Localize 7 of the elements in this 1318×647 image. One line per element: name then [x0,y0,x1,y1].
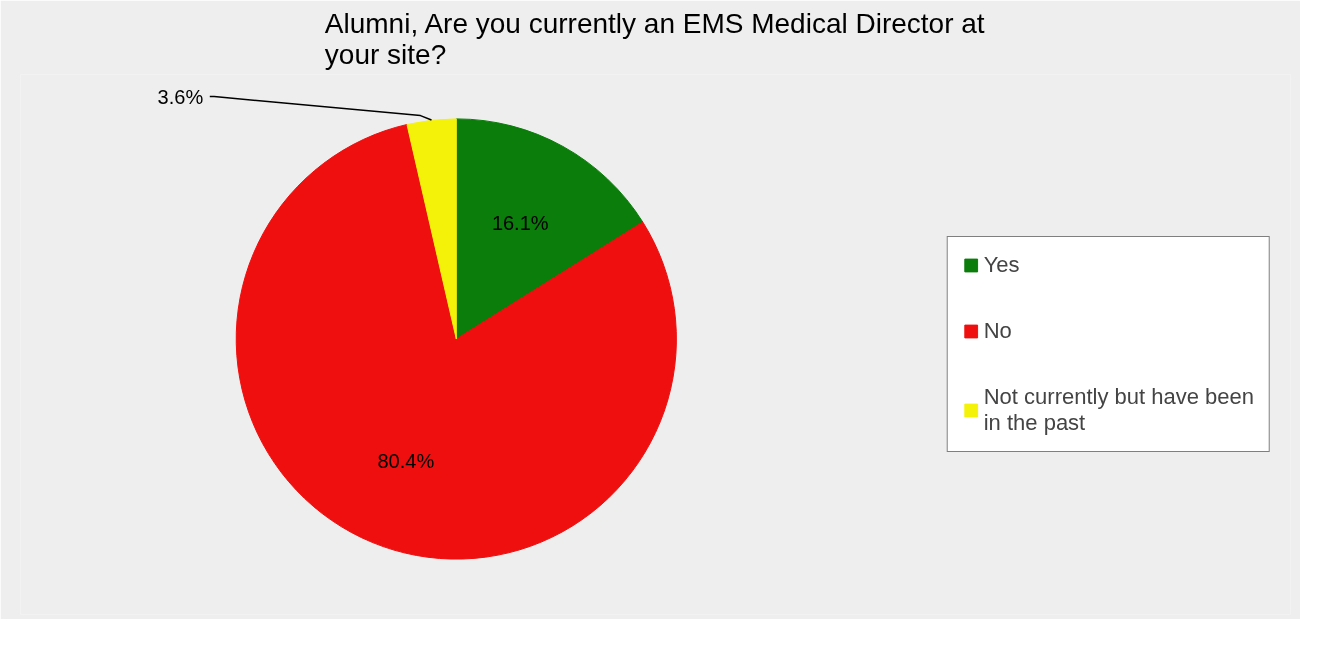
legend-label: No [983,318,1012,344]
data-label: 16.1% [491,212,549,235]
data-label: 80.4% [377,450,435,473]
data-label: 3.6% [157,85,204,108]
legend-label: Not currently but have been in the past [983,384,1254,436]
chart-title: Alumni, Are you currently an EMS Medical Director at your site? [324,7,985,70]
legend-label: Yes [983,252,1020,278]
